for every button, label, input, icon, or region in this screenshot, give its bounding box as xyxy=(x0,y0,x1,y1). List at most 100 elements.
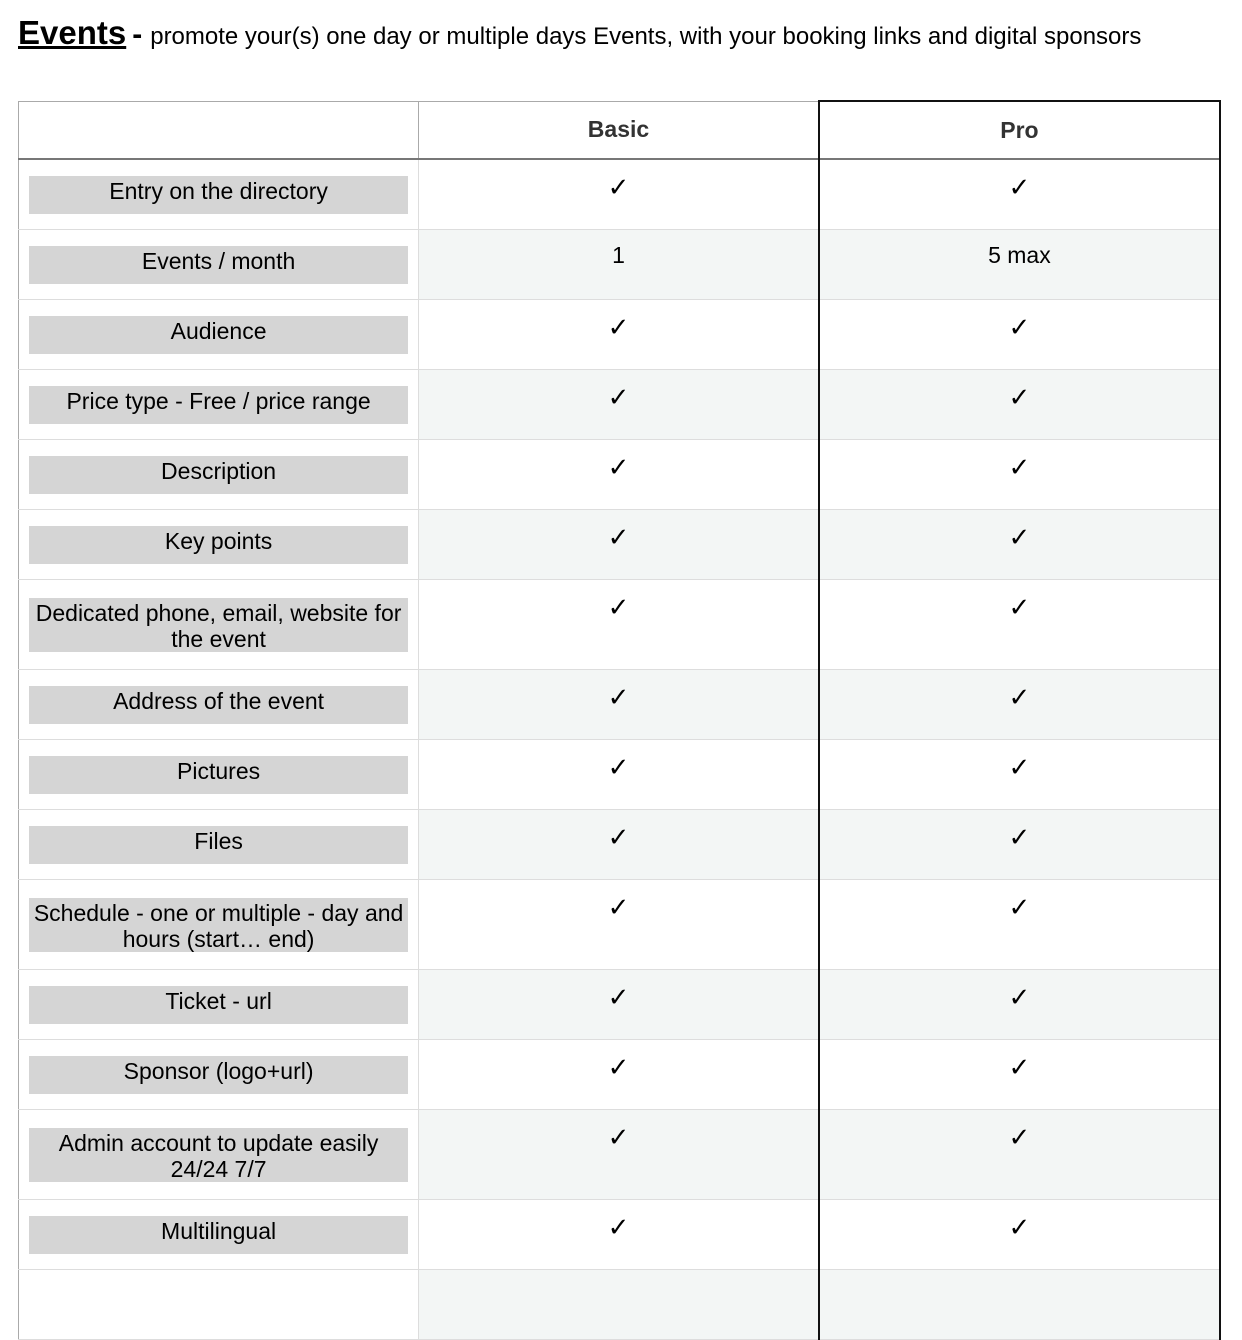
checkmark-icon: ✓ xyxy=(607,172,630,202)
pro-cell: ✓ xyxy=(817,369,1222,440)
feature-label: Ticket - url xyxy=(29,985,409,1024)
pro-cell: ✓ xyxy=(817,299,1222,370)
feature-label: Multilingual xyxy=(29,1215,409,1254)
table-row: Multilingual ✓ ✓ xyxy=(17,1199,1222,1270)
table-row: Events / month 1 5 max xyxy=(17,229,1222,300)
feature-label: Pictures xyxy=(29,755,409,794)
basic-cell: ✓ xyxy=(418,579,820,670)
checkmark-icon: ✓ xyxy=(1008,752,1031,782)
feature-label: Entry on the directory xyxy=(29,175,409,214)
feature-cell: Key points xyxy=(17,509,420,580)
feature-cell: Files xyxy=(17,809,420,880)
checkmark-icon: ✓ xyxy=(1008,172,1031,202)
basic-cell: ✓ xyxy=(418,299,820,370)
table-row: Description ✓ ✓ xyxy=(17,439,1222,510)
checkmark-icon: ✓ xyxy=(607,1052,630,1082)
pro-cell: ✓ xyxy=(817,158,1222,230)
feature-cell: Dedicated phone, email, website for the … xyxy=(17,579,420,670)
checkmark-icon: ✓ xyxy=(607,752,630,782)
feature-cell: Sponsor (logo+url) xyxy=(17,1039,420,1110)
pro-cell: ✓ xyxy=(817,879,1222,970)
pro-cell: ✓ xyxy=(817,509,1222,580)
basic-cell: ✓ xyxy=(418,809,820,880)
pro-cell: ✓ xyxy=(817,1039,1222,1110)
header-basic: Basic xyxy=(418,100,820,160)
table-row: Entry on the directory ✓ ✓ xyxy=(17,158,1222,230)
pro-cell: ✓ xyxy=(817,969,1222,1040)
basic-cell xyxy=(418,1269,820,1340)
pro-cell xyxy=(817,1269,1222,1340)
feature-label: Dedicated phone, email, website for the … xyxy=(29,597,409,652)
pro-cell: ✓ xyxy=(817,809,1222,880)
table-row: Sponsor (logo+url) ✓ ✓ xyxy=(17,1039,1222,1110)
basic-cell: ✓ xyxy=(418,879,820,970)
table-row: Files ✓ ✓ xyxy=(17,809,1222,880)
checkmark-icon: ✓ xyxy=(1008,982,1031,1012)
table-row: Schedule - one or multiple - day and hou… xyxy=(17,879,1222,970)
feature-label: Price type - Free / price range xyxy=(29,385,409,424)
page-subtitle: promote your(s) one day or multiple days… xyxy=(150,23,1142,50)
table-row xyxy=(17,1269,1222,1340)
pro-value: 5 max xyxy=(988,242,1051,268)
feature-cell: Events / month xyxy=(17,229,420,300)
table-row: Dedicated phone, email, website for the … xyxy=(17,579,1222,670)
checkmark-icon: ✓ xyxy=(1008,522,1031,552)
checkmark-icon: ✓ xyxy=(1008,682,1031,712)
checkmark-icon: ✓ xyxy=(1008,592,1031,622)
table-row: Pictures ✓ ✓ xyxy=(17,739,1222,810)
checkmark-icon: ✓ xyxy=(607,382,630,412)
basic-cell: 1 xyxy=(418,229,820,300)
checkmark-icon: ✓ xyxy=(607,522,630,552)
basic-cell: ✓ xyxy=(418,439,820,510)
feature-label: Key points xyxy=(29,525,409,564)
feature-label: Events / month xyxy=(29,245,409,284)
pro-cell: 5 max xyxy=(817,229,1222,300)
header-feature xyxy=(17,100,420,160)
basic-cell: ✓ xyxy=(418,1039,820,1110)
feature-cell xyxy=(17,1269,420,1340)
basic-cell: ✓ xyxy=(418,369,820,440)
feature-cell: Description xyxy=(17,439,420,510)
checkmark-icon: ✓ xyxy=(1008,382,1031,412)
checkmark-icon: ✓ xyxy=(1008,452,1031,482)
checkmark-icon: ✓ xyxy=(1008,1212,1031,1242)
page-title: Events xyxy=(18,14,127,51)
feature-cell: Admin account to update easily 24/24 7/7 xyxy=(17,1109,420,1200)
basic-cell: ✓ xyxy=(418,1199,820,1270)
basic-cell: ✓ xyxy=(418,669,820,740)
feature-label: Files xyxy=(29,825,409,864)
checkmark-icon: ✓ xyxy=(1008,1052,1031,1082)
table-row: Price type - Free / price range ✓ ✓ xyxy=(17,369,1222,440)
feature-cell: Audience xyxy=(17,299,420,370)
checkmark-icon: ✓ xyxy=(607,682,630,712)
feature-cell: Price type - Free / price range xyxy=(17,369,420,440)
table-row: Audience ✓ ✓ xyxy=(17,299,1222,370)
basic-cell: ✓ xyxy=(418,739,820,810)
table-row: Admin account to update easily 24/24 7/7… xyxy=(17,1109,1222,1200)
table-header-row: Basic Pro xyxy=(17,100,1222,160)
page-heading: Events - promote your(s) one day or multip… xyxy=(18,14,1141,52)
feature-label: Schedule - one or multiple - day and hou… xyxy=(29,897,409,952)
pro-cell: ✓ xyxy=(817,579,1222,670)
checkmark-icon: ✓ xyxy=(607,822,630,852)
title-separator: - xyxy=(132,18,143,51)
pro-cell: ✓ xyxy=(817,1199,1222,1270)
basic-cell: ✓ xyxy=(418,969,820,1040)
pro-cell: ✓ xyxy=(817,739,1222,810)
checkmark-icon: ✓ xyxy=(1008,822,1031,852)
checkmark-icon: ✓ xyxy=(607,982,630,1012)
table-row: Ticket - url ✓ ✓ xyxy=(17,969,1222,1040)
pro-cell: ✓ xyxy=(817,439,1222,510)
basic-cell: ✓ xyxy=(418,158,820,230)
checkmark-icon: ✓ xyxy=(607,1122,630,1152)
feature-cell: Address of the event xyxy=(17,669,420,740)
checkmark-icon: ✓ xyxy=(1008,312,1031,342)
feature-cell: Multilingual xyxy=(17,1199,420,1270)
pro-cell: ✓ xyxy=(817,669,1222,740)
basic-value: 1 xyxy=(612,242,625,268)
checkmark-icon: ✓ xyxy=(607,892,630,922)
checkmark-icon: ✓ xyxy=(607,452,630,482)
checkmark-icon: ✓ xyxy=(1008,892,1031,922)
feature-label: Sponsor (logo+url) xyxy=(29,1055,409,1094)
checkmark-icon: ✓ xyxy=(607,312,630,342)
